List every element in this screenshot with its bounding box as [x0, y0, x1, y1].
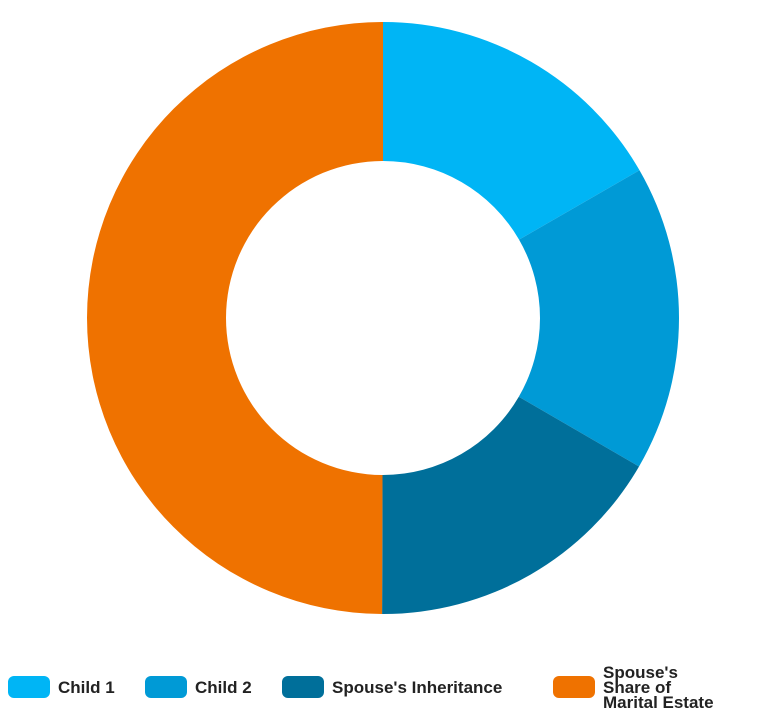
- chart: [87, 22, 680, 614]
- legend-item[interactable]: Spouse's Share of Marital Estate: [553, 662, 728, 712]
- legend-swatch: [8, 676, 50, 698]
- donut-segment: [518, 170, 680, 467]
- legend-item[interactable]: Child 1: [8, 664, 115, 710]
- legend-label: Spouse's Share of Marital Estate: [603, 662, 714, 712]
- legend-label: Child 1: [58, 677, 115, 697]
- legend-label: Child 2: [195, 677, 252, 697]
- legend-item[interactable]: Child 2: [145, 664, 252, 710]
- donut-segment: [382, 396, 640, 614]
- donut-segment: [87, 22, 383, 614]
- legend-swatch: [282, 676, 324, 698]
- legend-label: Spouse's Inheritance: [332, 677, 503, 697]
- legend-swatch: [145, 676, 187, 698]
- legend: Child 1 Child 2 Spouse's Inheritance Spouse…: [0, 664, 768, 714]
- donut-segment: [383, 22, 640, 240]
- legend-swatch: [553, 676, 595, 698]
- legend-item[interactable]: Spouse's Inheritance: [282, 664, 502, 710]
